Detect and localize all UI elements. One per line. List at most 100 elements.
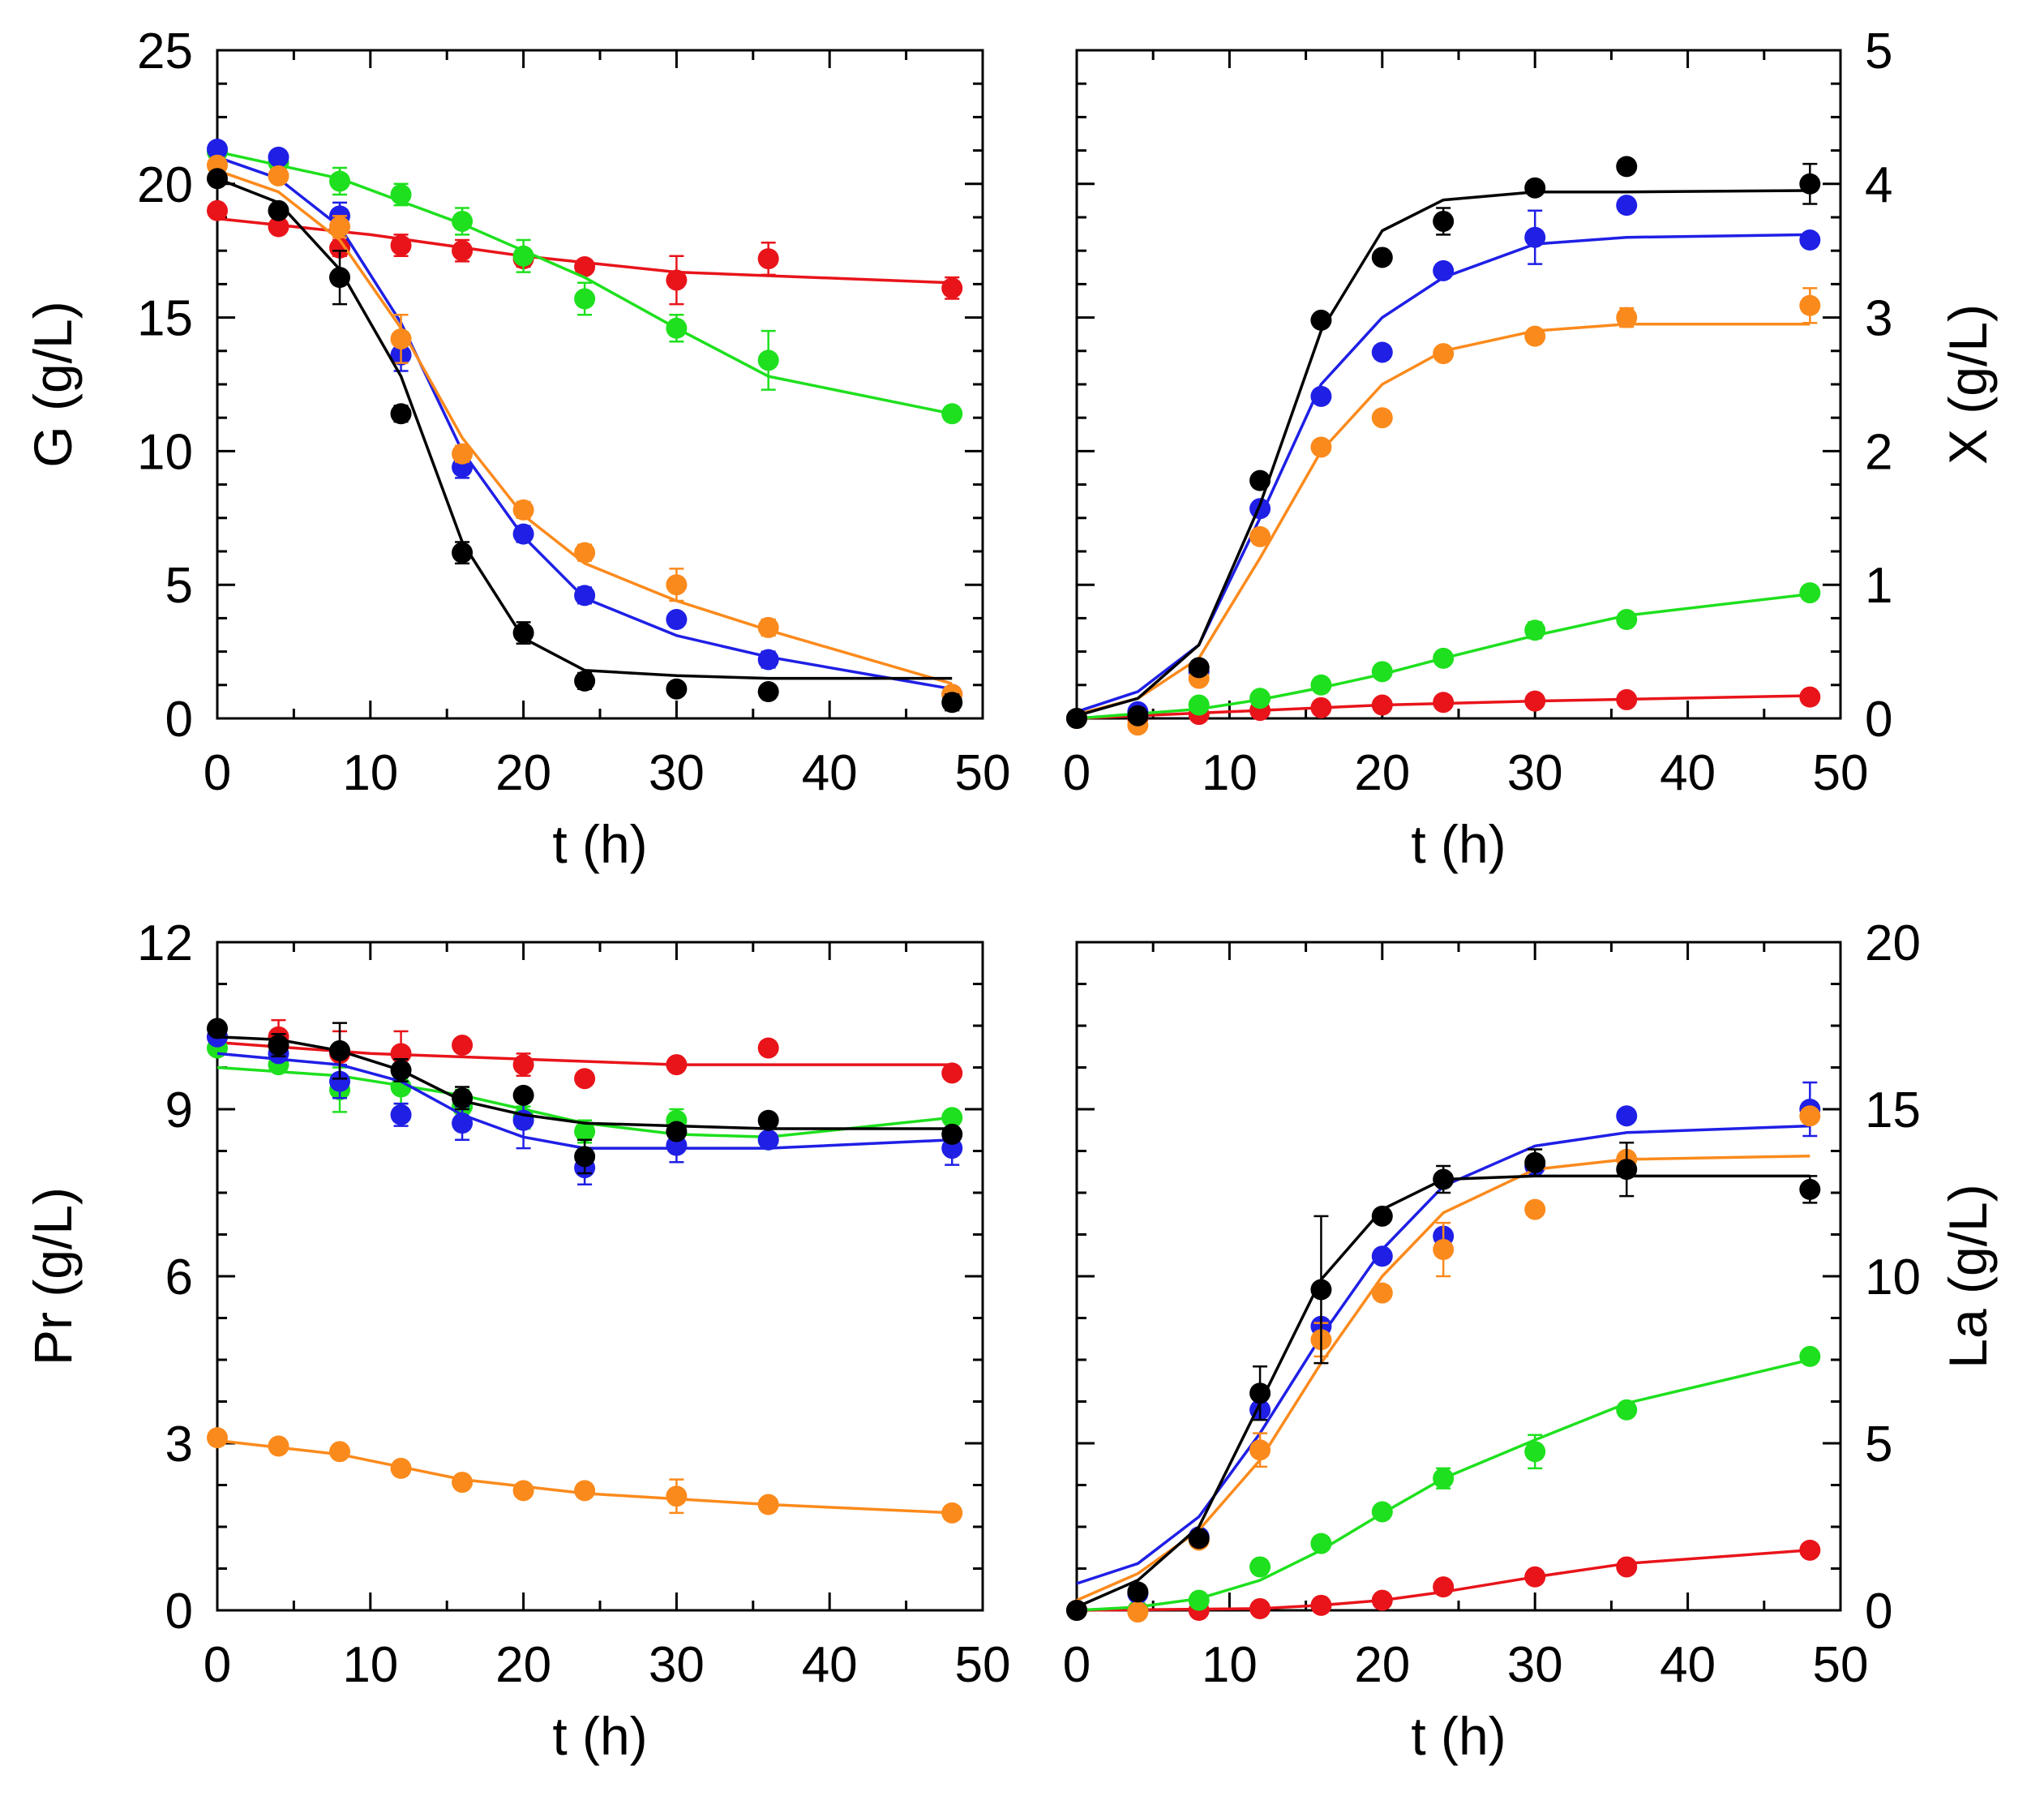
plot-frame [216,49,984,720]
x-tick-label: 10 [1202,745,1258,801]
data-point-green [757,349,779,371]
series-black [207,168,963,714]
data-point-orange [1524,1198,1546,1220]
data-point-green [1799,1345,1821,1367]
x-tick-label: 30 [649,745,705,801]
y-tick-label: 3 [165,1417,193,1472]
data-point-red [268,216,289,238]
data-point-blue [1616,195,1638,216]
fit-line-orange [1076,323,1810,716]
data-point-blue [329,1070,351,1092]
series-black [207,1018,963,1175]
data-point-red [207,199,228,221]
data-point-orange [1524,325,1546,347]
x-tick-label: 0 [204,745,231,801]
data-point-black [207,1018,228,1039]
data-point-black [574,670,596,692]
data-point-orange [1433,343,1455,365]
data-point-orange [207,1427,228,1449]
y-tick-label: 15 [1865,1082,1921,1138]
data-point-red [1310,1594,1332,1616]
data-point-red [666,1054,688,1076]
data-point-red [1616,688,1638,710]
data-point-black [512,622,534,644]
data-point-orange [452,1472,474,1494]
data-point-black [666,1121,688,1142]
series-red [207,1018,963,1090]
x-tick-label: 30 [649,1637,705,1693]
fit-line-black [1076,1174,1810,1609]
data-point-orange [757,1494,779,1515]
data-point-black [452,542,474,564]
data-point-orange [512,1480,534,1502]
x-tick-label: 20 [1354,745,1410,801]
data-point-orange [1249,525,1271,547]
x-axis-label: t (h) [1411,1706,1506,1766]
data-point-green [1433,1468,1455,1490]
data-point-black [757,681,779,703]
y-axis-label: La (g/L) [1938,1184,1998,1368]
data-point-black [941,1123,963,1145]
data-point-red [757,1037,779,1059]
data-point-green [1188,1589,1210,1611]
data-point-black [1249,469,1271,491]
data-point-black [329,1039,351,1061]
data-point-orange [268,1435,289,1457]
data-point-orange [512,499,534,521]
data-point-black [1524,1151,1546,1173]
x-tick-label: 40 [1660,745,1716,801]
data-point-red [574,1068,596,1090]
data-point-green [1310,1532,1332,1554]
data-point-blue [207,138,228,160]
data-point-black [268,1035,289,1057]
data-point-orange [1249,1439,1271,1461]
series-green [207,141,963,425]
data-point-black [1371,246,1393,268]
data-point-black [1127,705,1149,727]
y-tick-label: 10 [137,424,193,480]
y-tick-label: 0 [165,1584,193,1640]
data-point-orange [390,328,412,349]
data-point-green [1249,688,1271,709]
series-orange [207,1427,963,1524]
y-axis-label: X (g/L) [1938,304,1998,465]
x-axis-label: t (h) [1411,814,1506,874]
data-point-orange [1371,407,1393,429]
data-point-red [452,240,474,262]
x-tick-label: 40 [802,745,858,801]
fit-line-red [216,1040,953,1066]
x-tick-label: 30 [1507,745,1563,801]
x-tick-label: 40 [1660,1637,1716,1693]
data-point-blue [574,585,596,607]
fit-line-black [1076,189,1810,718]
data-point-black [1310,309,1332,331]
data-point-black [268,199,289,221]
data-point-green [1371,661,1393,683]
data-point-black [1616,156,1638,178]
data-point-blue [512,523,534,545]
y-tick-label: 20 [137,157,193,213]
data-point-red [1433,692,1455,714]
x-tick-label: 10 [342,1637,398,1693]
y-tick-label: 15 [137,291,193,347]
data-point-green [574,288,596,310]
data-point-black [390,403,412,425]
data-point-blue [452,1112,474,1134]
data-point-blue [757,1129,779,1151]
y-tick-label: 1 [1865,558,1892,614]
data-point-black [1310,1279,1332,1301]
data-point-green [452,210,474,232]
data-point-red [1310,697,1332,718]
data-point-red [1616,1556,1638,1578]
data-point-green [512,245,534,267]
y-tick-label: 0 [1865,1584,1892,1640]
y-tick-label: 12 [137,915,193,971]
y-axis-label: G (g/L) [23,301,83,467]
data-point-green [329,170,351,192]
panel-protein: 0 10 20 30 40 50 0 3 6 9 12 t (h) Pr (g/L) [23,915,1010,1766]
data-point-black [574,1146,596,1168]
series-blue [1066,1081,1821,1621]
x-tick-label: 50 [955,1637,1011,1693]
